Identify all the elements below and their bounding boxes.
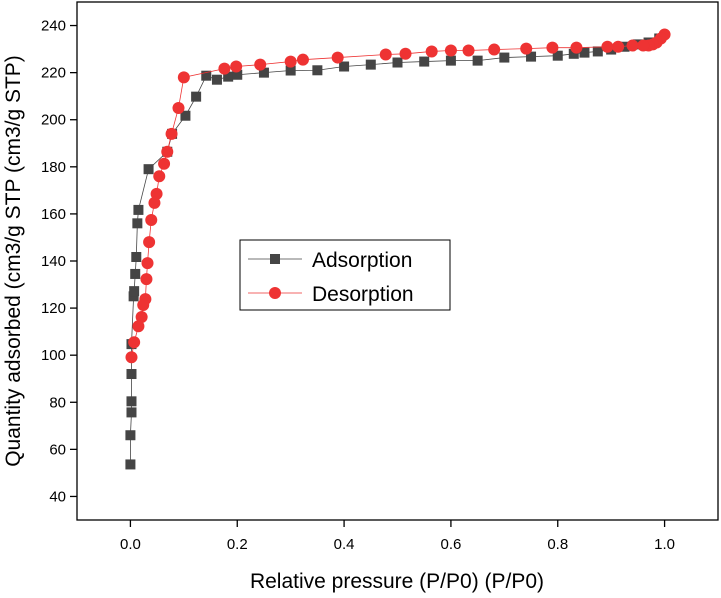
data-point <box>211 74 222 85</box>
data-point <box>143 164 154 175</box>
x-axis-label: Relative pressure (P/P0) (P/P0) <box>250 570 544 593</box>
data-point <box>520 42 533 55</box>
data-point <box>230 60 243 73</box>
data-point <box>148 196 161 209</box>
data-point <box>425 45 438 58</box>
x-tick-label: 0.6 <box>440 536 461 553</box>
data-point <box>218 62 231 75</box>
data-point <box>472 55 483 66</box>
x-tick-label: 0.0 <box>120 536 141 553</box>
data-point <box>126 369 137 380</box>
data-point <box>165 127 178 140</box>
data-point <box>177 71 190 84</box>
data-point <box>161 145 174 158</box>
y-tick-label: 220 <box>41 65 66 82</box>
data-point <box>125 459 136 470</box>
data-point <box>619 41 630 52</box>
data-point <box>499 52 510 63</box>
data-point <box>296 53 309 66</box>
data-point <box>331 51 344 64</box>
y-tick-label: 200 <box>41 112 66 129</box>
x-tick-label: 1.0 <box>654 536 675 553</box>
data-point <box>135 311 148 324</box>
y-tick-label: 60 <box>49 441 66 458</box>
x-tick-label: 0.8 <box>547 536 568 553</box>
data-point <box>130 268 141 279</box>
data-point <box>285 65 296 76</box>
data-point <box>488 43 501 56</box>
data-point <box>143 236 156 249</box>
data-point <box>126 407 137 418</box>
data-point <box>232 69 243 80</box>
legend-marker <box>270 254 280 264</box>
data-point <box>158 157 171 170</box>
data-point <box>128 291 139 302</box>
data-point <box>180 110 191 121</box>
data-point <box>254 58 267 71</box>
data-point <box>626 39 639 52</box>
legend-marker <box>269 287 281 299</box>
y-tick-label: 180 <box>41 159 66 176</box>
data-point <box>223 71 234 82</box>
x-tick-label: 0.2 <box>227 536 248 553</box>
data-point <box>153 170 166 183</box>
legend: Adsorption Desorption <box>239 239 451 311</box>
y-tick-label: 240 <box>41 18 66 35</box>
y-tick-label: 40 <box>49 488 66 505</box>
data-point <box>284 55 297 68</box>
data-point <box>579 47 590 58</box>
data-point <box>526 51 537 62</box>
legend-label: Adsorption <box>312 249 412 272</box>
data-point <box>191 91 202 102</box>
data-point <box>125 430 136 441</box>
data-point <box>145 214 158 227</box>
data-point <box>568 48 579 59</box>
data-point <box>392 57 403 68</box>
data-point <box>141 257 154 270</box>
data-point <box>125 351 138 364</box>
data-point <box>172 101 185 114</box>
data-point <box>601 40 614 53</box>
data-point <box>444 44 457 57</box>
data-point <box>150 187 163 200</box>
data-point <box>399 47 412 60</box>
data-point <box>137 299 150 312</box>
data-point <box>258 67 269 78</box>
data-point <box>546 41 559 54</box>
data-point <box>637 39 650 52</box>
data-point <box>462 44 475 57</box>
data-point <box>445 55 456 66</box>
data-point <box>126 396 137 407</box>
y-axis-label: Quantity adsorbed (cm3/g STP (cm3/g STP) <box>2 55 25 467</box>
data-point <box>365 59 376 70</box>
data-point <box>612 40 625 53</box>
data-point <box>131 251 142 262</box>
data-point <box>129 286 140 297</box>
data-point <box>419 56 430 67</box>
data-point <box>201 70 212 81</box>
data-point <box>128 336 141 349</box>
data-point <box>132 320 145 333</box>
data-point <box>133 204 144 215</box>
data-point <box>592 46 603 57</box>
data-point <box>312 65 323 76</box>
data-point <box>339 61 350 72</box>
y-tick-label: 160 <box>41 206 66 223</box>
data-point <box>140 273 153 286</box>
y-tick-label: 140 <box>41 253 66 270</box>
y-tick-label: 120 <box>41 300 66 317</box>
data-point <box>379 48 392 61</box>
data-point <box>132 218 143 229</box>
y-tick-label: 100 <box>41 347 66 364</box>
x-tick-label: 0.4 <box>334 536 355 553</box>
y-tick-label: 80 <box>49 394 66 411</box>
data-point <box>552 50 563 61</box>
data-point <box>570 41 583 54</box>
legend-label: Desorption <box>312 283 414 306</box>
